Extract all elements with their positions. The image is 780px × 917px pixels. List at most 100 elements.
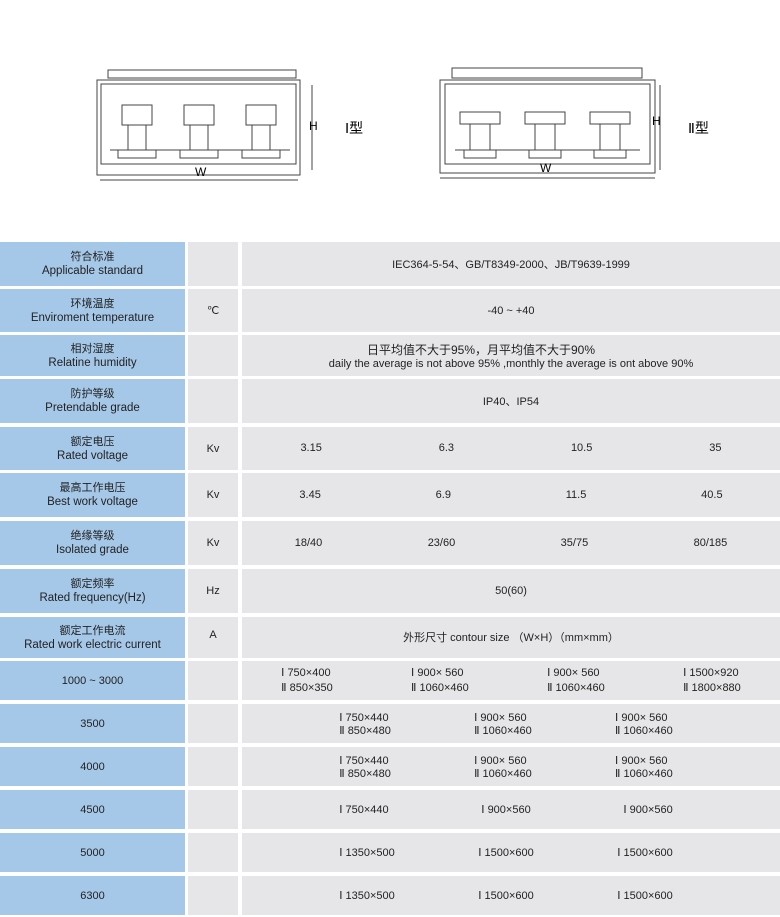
- size-line: Ⅱ 1060×460: [411, 681, 469, 694]
- value-column: 11.5: [565, 488, 587, 501]
- current-value: 4500: [80, 803, 105, 816]
- size-line: Ⅰ 750×440: [339, 711, 389, 724]
- value-cell: 3.15 6.3 10.5 35: [242, 427, 780, 470]
- unit-cell: [188, 242, 238, 286]
- table-row: 额定工作电流 Rated work electric current A 外形尺寸…: [0, 617, 780, 658]
- size-cell: Ⅰ 1350×500 Ⅰ 1500×600 Ⅰ 1500×600: [242, 876, 780, 915]
- label-cn: 额定工作电流: [59, 624, 126, 637]
- table-row: 6300 Ⅰ 1350×500 Ⅰ 1500×600 Ⅰ 1500×600: [0, 876, 780, 915]
- size-entry: Ⅰ 1500×920 Ⅱ 1800×880: [683, 666, 741, 696]
- current-label: 5000: [0, 833, 185, 872]
- size-line: Ⅰ 1350×500: [339, 847, 395, 859]
- label-cn: 额定电压: [70, 435, 115, 448]
- current-value: 3500: [80, 717, 105, 730]
- param-label: 符合标准 Applicable standard: [0, 242, 185, 286]
- label-cn: 额定频率: [70, 578, 115, 590]
- value-column: 6.3: [438, 442, 455, 454]
- size-line: Ⅱ 850×350: [281, 681, 333, 694]
- width-label-2: W: [540, 161, 552, 175]
- size-entry: Ⅰ 750×440: [339, 803, 388, 816]
- size-line: Ⅰ 750×440: [339, 804, 389, 816]
- unit-cell: [188, 335, 238, 376]
- value-column: 3.45: [299, 488, 321, 501]
- table-row: 最高工作电压 Best work voltage Kv 3.45 6.9 11.5 40…: [0, 473, 780, 517]
- size-cell: Ⅰ 750×440 Ⅰ 900×560 Ⅰ 900×560: [242, 790, 780, 829]
- param-label: 额定电压 Rated voltage: [0, 427, 185, 470]
- unit-cell: Kv: [188, 427, 238, 470]
- size-entry: Ⅰ 750×440 Ⅱ 850×480: [339, 754, 391, 780]
- value-cell: 3.45 6.9 11.5 40.5: [242, 473, 780, 517]
- value-column: 3.15: [300, 442, 322, 454]
- value-cell: IP40、IP54: [242, 379, 780, 423]
- unit-cell: Kv: [188, 473, 238, 517]
- size-entry: Ⅰ 900× 560 Ⅱ 1060×460: [411, 666, 469, 696]
- size-entry: Ⅰ 900×560: [623, 803, 672, 816]
- type2-label: Ⅱ型: [688, 120, 709, 136]
- value-cell: 外形尺寸 contour size （W×H）（mm×mm）: [242, 617, 780, 658]
- value-column: 18/40: [294, 536, 323, 549]
- label-en: Relatine humidity: [48, 356, 137, 369]
- size-line: Ⅰ 1500×600: [478, 890, 534, 902]
- label-en: Rated voltage: [57, 449, 128, 462]
- param-label: 最高工作电压 Best work voltage: [0, 473, 185, 517]
- label-en: Rated work electric current: [24, 638, 161, 651]
- size-cell: Ⅰ 750×440 Ⅱ 850×480 Ⅰ 900× 560 Ⅱ 1060×460 Ⅰ …: [242, 704, 780, 743]
- value-cn: 日平均值不大于95%，月平均值不大于90%: [366, 343, 596, 357]
- size-entry: Ⅰ 1500×600: [478, 846, 534, 859]
- size-line: Ⅰ 900×560: [623, 804, 673, 816]
- value-cell: IEC364-5-54、GB/T8349-2000、JB/T9639-1999: [242, 242, 780, 286]
- current-label: 4500: [0, 790, 185, 829]
- unit-cell: [188, 833, 238, 872]
- unit-cell: [188, 704, 238, 743]
- size-line: Ⅱ 850×480: [339, 767, 391, 780]
- size-line: Ⅰ 900× 560: [474, 711, 527, 724]
- size-entry: Ⅰ 1350×500: [339, 889, 395, 902]
- param-label: 防护等级 Pretendable grade: [0, 379, 185, 423]
- size-line: Ⅰ 900× 560: [615, 754, 668, 767]
- size-line: Ⅱ 1060×460: [474, 767, 532, 780]
- size-entry: Ⅰ 900× 560 Ⅱ 1060×460: [615, 754, 673, 780]
- size-entry: Ⅰ 900× 560 Ⅱ 1060×460: [474, 754, 532, 780]
- label-cn: 符合标准: [70, 251, 115, 263]
- table-row: 4000 Ⅰ 750×440 Ⅱ 850×480 Ⅰ 900× 560 Ⅱ 1060×…: [0, 747, 780, 786]
- unit-cell: Kv: [188, 521, 238, 565]
- current-label: 6300: [0, 876, 185, 915]
- param-label: 相对湿度 Relatine humidity: [0, 335, 185, 376]
- label-en: Pretendable grade: [45, 402, 140, 414]
- size-entry: Ⅰ 750×400 Ⅱ 850×350: [281, 666, 333, 696]
- table-row: 额定电压 Rated voltage Kv 3.15 6.3 10.5 35: [0, 427, 780, 470]
- size-line: Ⅰ 900× 560: [615, 711, 668, 724]
- param-label: 绝缘等级 Isolated grade: [0, 521, 185, 565]
- type2-drawing: [439, 67, 661, 179]
- table-row: 符合标准 Applicable standard IEC364-5-54、GB/T…: [0, 242, 780, 286]
- table-row: 相对湿度 Relatine humidity 日平均值不大于95%，月平均值不大于…: [0, 335, 780, 376]
- size-line: Ⅰ 900× 560: [474, 754, 527, 767]
- value-text: 外形尺寸 contour size （W×H）（mm×mm）: [403, 632, 619, 644]
- label-en: Applicable standard: [41, 265, 143, 277]
- height-label: H: [309, 119, 318, 133]
- value-column: 40.5: [701, 488, 723, 501]
- size-entry: Ⅰ 1500×600: [478, 889, 534, 902]
- size-line: Ⅰ 1500×600: [617, 890, 673, 902]
- table-row: 3500 Ⅰ 750×440 Ⅱ 850×480 Ⅰ 900× 560 Ⅱ 1060×…: [0, 704, 780, 743]
- busway-cabinet-diagram: H W Ⅰ型 H W Ⅱ型: [96, 67, 709, 181]
- label-en: Isolated grade: [56, 544, 129, 556]
- current-value: 4000: [80, 760, 105, 773]
- label-en: Rated frequency(Hz): [39, 592, 146, 604]
- label-cn: 绝缘等级: [70, 530, 115, 542]
- label-cn: 环境温度: [70, 297, 115, 310]
- unit-cell: [188, 379, 238, 423]
- unit-cell: [188, 747, 238, 786]
- size-entry: Ⅰ 900× 560 Ⅱ 1060×460: [615, 711, 673, 737]
- unit-cell: Hz: [188, 569, 238, 613]
- size-line: Ⅰ 1500×600: [478, 847, 534, 859]
- size-line: Ⅱ 1060×460: [615, 724, 673, 737]
- value-cell: -40 ~ +40: [242, 289, 780, 332]
- current-value: 6300: [80, 889, 105, 902]
- current-label: 4000: [0, 747, 185, 786]
- label-cn: 相对湿度: [70, 342, 115, 355]
- label-cn: 防护等级: [70, 388, 115, 400]
- current-label: 3500: [0, 704, 185, 743]
- value-column: 6.9: [435, 488, 451, 501]
- size-line: Ⅰ 1500×920: [683, 666, 739, 679]
